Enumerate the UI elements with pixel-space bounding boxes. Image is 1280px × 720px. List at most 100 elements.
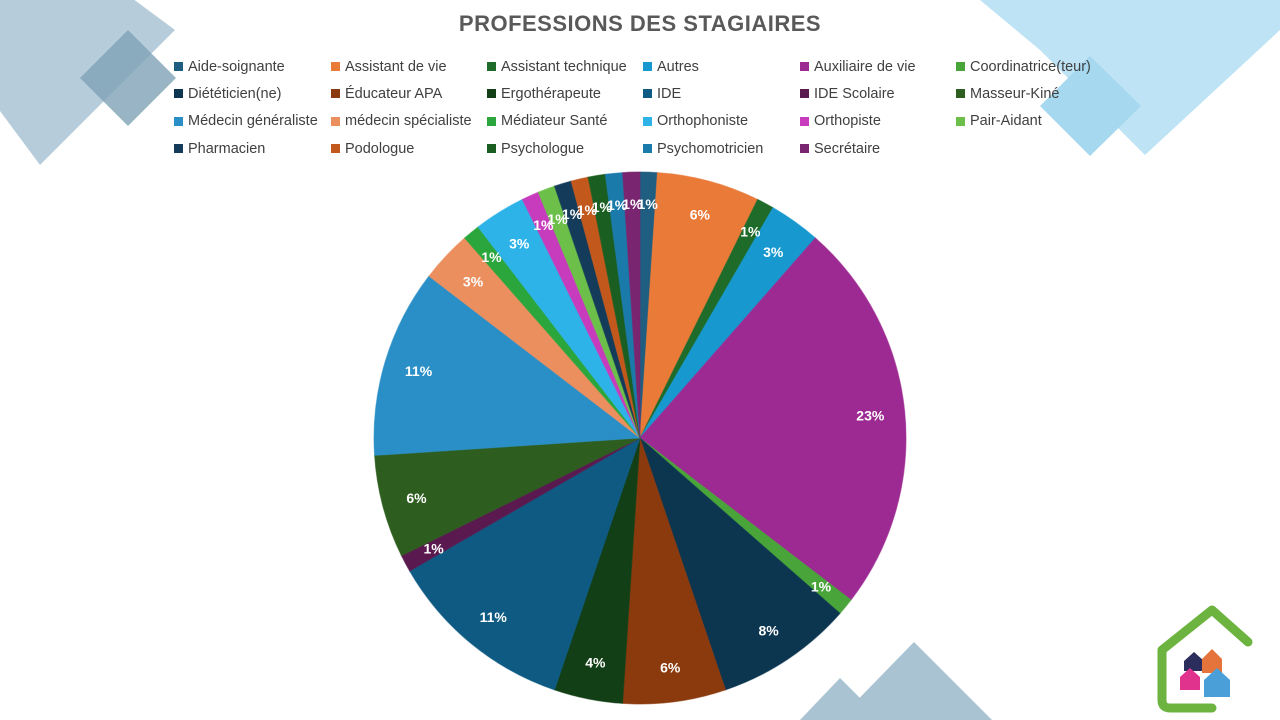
legend-swatch — [174, 62, 183, 72]
legend-swatch — [643, 62, 652, 72]
legend-item: Éducateur APA — [331, 80, 487, 107]
legend-item: Secrétaire — [800, 135, 956, 162]
logo-house-outline — [1157, 605, 1253, 713]
legend-label: Psychologue — [501, 140, 585, 157]
pie-slice — [638, 436, 841, 691]
legend-swatch — [643, 116, 652, 126]
legend-label: Éducateur APA — [345, 85, 443, 102]
slice-data-label: 1% — [533, 217, 554, 233]
legend-item: IDE — [643, 80, 800, 107]
legend-label: Podologue — [345, 140, 415, 157]
slice-data-label: 1% — [481, 249, 502, 265]
slice-data-label: 4% — [585, 654, 606, 670]
deco-diamond-bottom-large — [838, 642, 992, 720]
slice-data-label: 1% — [562, 206, 583, 222]
pie-slice — [622, 171, 641, 439]
slice-data-label: 1% — [638, 196, 659, 212]
deco-diamond-top-left-small — [80, 30, 176, 126]
legend-item: IDE Scolaire — [800, 80, 956, 107]
legend-item: Aide-soignante — [174, 53, 331, 80]
legend-swatch — [487, 62, 496, 72]
slice-data-label: 1% — [592, 199, 613, 215]
slice-data-label: 1% — [811, 578, 832, 594]
legend-label: Orthopiste — [814, 113, 881, 130]
legend-swatch — [800, 62, 809, 72]
legend-swatch — [643, 144, 652, 154]
legend-item: Masseur-Kiné — [956, 80, 1114, 107]
legend-swatch — [331, 144, 340, 154]
pie-slice — [639, 237, 907, 601]
slice-data-label: 3% — [509, 236, 530, 252]
legend-swatch — [956, 116, 965, 126]
legend-item: Assistant technique — [487, 53, 643, 80]
slice-data-label: 6% — [690, 206, 711, 222]
house-logo — [1157, 605, 1253, 713]
pie-slice — [373, 275, 642, 456]
legend-item: Pair-Aidant — [956, 108, 1114, 135]
legend-label: Orthophoniste — [657, 113, 749, 130]
legend-item: Podologue — [331, 135, 487, 162]
legend-label: Secrétaire — [814, 140, 881, 157]
pie-slices — [373, 171, 907, 705]
legend-item: Auxiliaire de vie — [800, 53, 956, 80]
logo-house-orange — [1202, 649, 1222, 673]
slice-data-label: 1% — [577, 202, 598, 218]
legend-item: Médiateur Santé — [487, 108, 643, 135]
legend-label: IDE — [657, 85, 682, 102]
chart-title: PROFESSIONS DES STAGIAIRES — [458, 11, 822, 36]
legend-swatch — [956, 62, 965, 72]
legend-swatch — [800, 116, 809, 126]
legend-swatch — [331, 62, 340, 72]
legend-item: Autres — [643, 53, 800, 80]
legend-item: Médecin généraliste — [174, 108, 331, 135]
legend-swatch — [331, 89, 340, 99]
legend-label: médecin spécialiste — [345, 113, 472, 130]
legend-item: Orthopiste — [800, 108, 956, 135]
legend-item: Psychomotricien — [643, 135, 800, 162]
legend-label: Pharmacien — [188, 140, 266, 157]
slice-data-label: 6% — [406, 490, 427, 506]
legend-item: Orthophoniste — [643, 108, 800, 135]
legend-swatch — [331, 116, 340, 126]
legend-swatch — [800, 144, 809, 154]
legend-swatch — [174, 144, 183, 154]
pie-slice — [408, 436, 641, 691]
legend-label: Psychomotricien — [657, 140, 764, 157]
legend-label: Diététicien(ne) — [188, 85, 282, 102]
slice-data-label: 1% — [547, 211, 568, 227]
legend-item: Pharmacien — [174, 135, 331, 162]
slice-data-label: 3% — [463, 274, 484, 290]
legend-label: Autres — [657, 58, 699, 75]
legend-item: Diététicien(ne) — [174, 80, 331, 107]
logo-house-blue — [1204, 668, 1230, 697]
legend-label: Auxiliaire de vie — [814, 58, 916, 75]
legend-swatch — [643, 89, 652, 99]
legend-item: Ergothérapeute — [487, 80, 643, 107]
slice-data-label: 11% — [480, 609, 508, 625]
deco-diamond-top-right-small — [1040, 56, 1141, 156]
slice-data-label: 11% — [405, 363, 433, 379]
legend-item: Coordinatrice(teur) — [956, 53, 1114, 80]
slice-data-label: 1% — [423, 540, 444, 556]
legend-swatch — [487, 116, 496, 126]
pie-labels: 1%6%1%3%23%1%8%6%4%11%1%6%11%3%1%3%1%1%1… — [405, 196, 885, 675]
deco-diamond-top-right — [980, 0, 1280, 155]
logo-house-navy — [1184, 652, 1204, 671]
legend-swatch — [487, 144, 496, 154]
legend-label: Pair-Aidant — [970, 113, 1042, 130]
slice-data-label: 3% — [763, 244, 784, 260]
legend-swatch — [174, 116, 183, 126]
slice-data-label: 6% — [660, 659, 681, 675]
slice-data-label: 1% — [607, 197, 628, 213]
legend-label: Aide-soignante — [188, 58, 285, 75]
chart-legend: Aide-soignante Assistant de vie Assistant … — [174, 53, 1114, 162]
legend-swatch — [956, 89, 965, 99]
legend-label: Masseur-Kiné — [970, 85, 1060, 102]
legend-item: médecin spécialiste — [331, 108, 487, 135]
legend-label: Ergothérapeute — [501, 85, 601, 102]
legend-label: Assistant de vie — [345, 58, 447, 75]
legend-swatch — [800, 89, 809, 99]
legend-swatch — [174, 89, 183, 99]
slice-data-label: 8% — [758, 622, 779, 638]
